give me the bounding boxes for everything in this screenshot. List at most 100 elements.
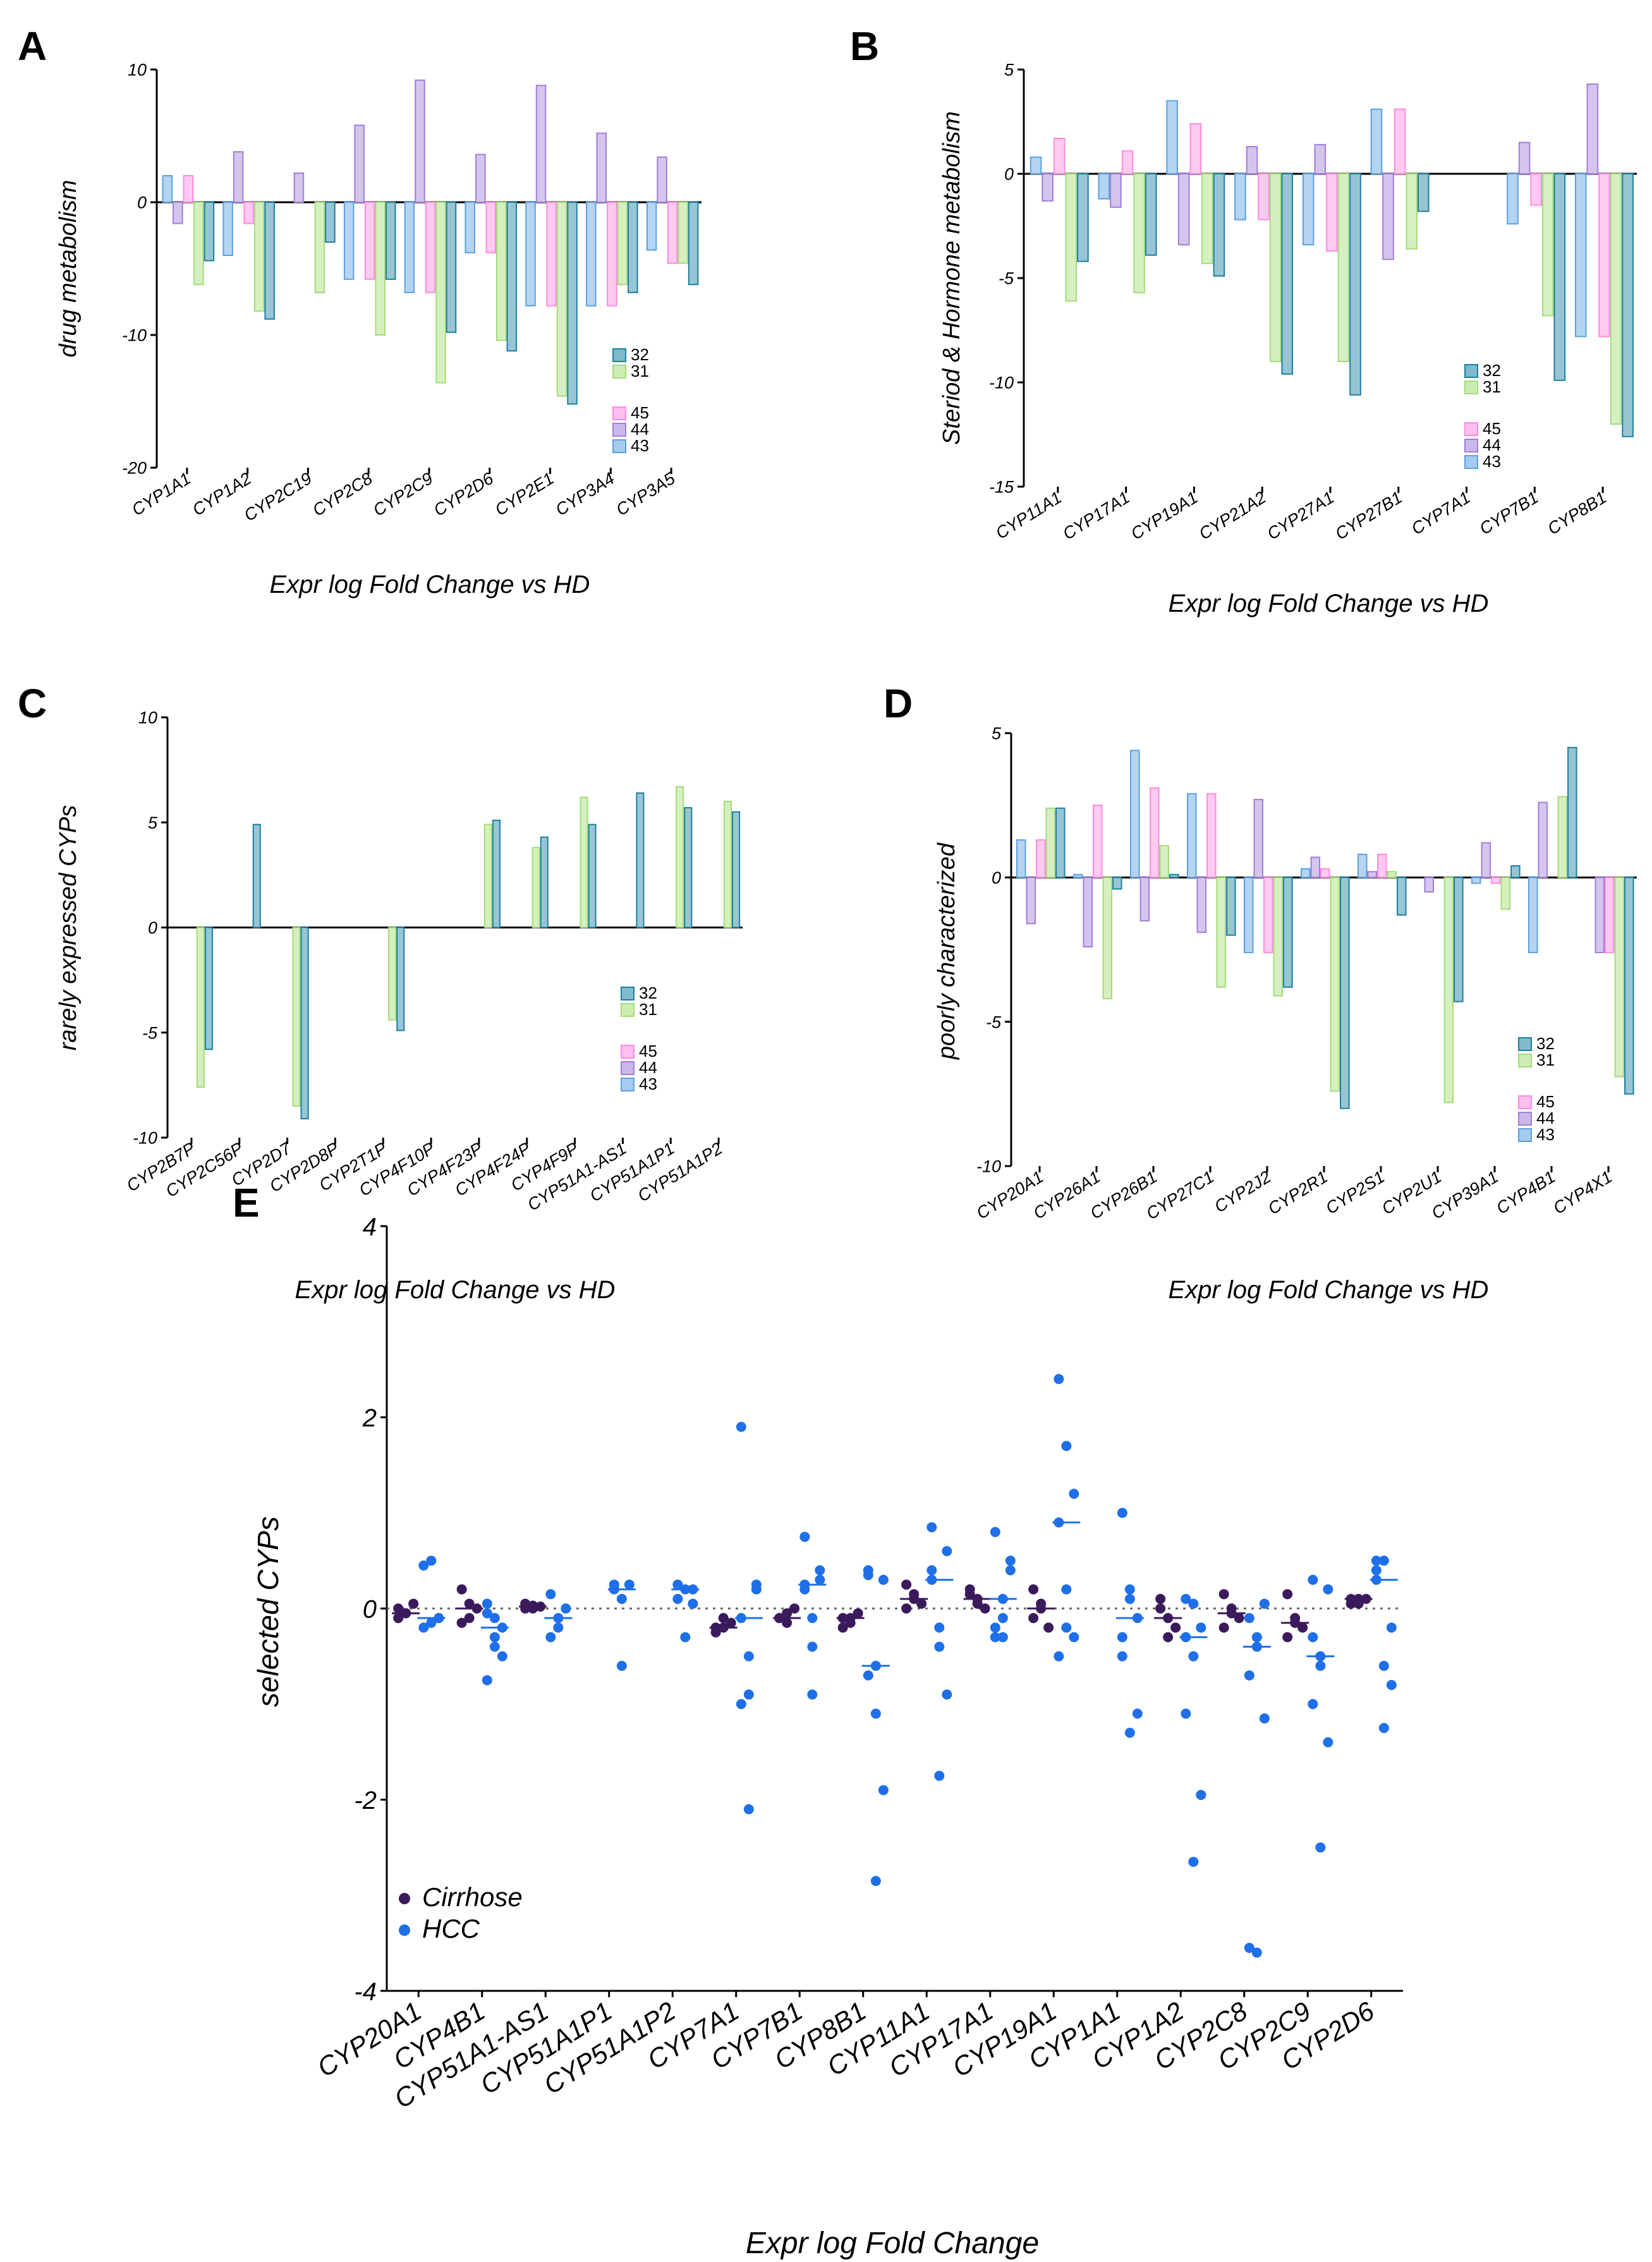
bar-32: [1283, 877, 1293, 988]
bar-43: [1471, 877, 1481, 884]
point-hcc: [807, 1613, 818, 1624]
point-hcc: [1196, 1622, 1206, 1633]
bar-43: [1302, 173, 1315, 246]
bar-43: [343, 202, 355, 280]
point-cirrhose: [964, 1589, 975, 1600]
point-hcc: [1061, 1584, 1072, 1595]
legend-label: HCC: [422, 1914, 480, 1943]
bar-45: [1036, 839, 1046, 879]
legend-label: 44: [631, 420, 649, 439]
panel-e: 420-2-4CYP20A1CYP4B1CYP51A1-AS1CYP51A1P1…: [252, 1213, 1403, 2260]
category-label: CYP2C19: [241, 469, 315, 525]
bar-31: [1387, 871, 1397, 879]
point-cirrhose: [980, 1603, 990, 1614]
bar-44: [173, 202, 183, 224]
point-cirrhose: [393, 1603, 404, 1614]
bar-32: [1169, 873, 1179, 879]
bar-31: [435, 202, 446, 384]
bar-43: [525, 202, 536, 307]
legend-label: 45: [1483, 419, 1501, 438]
category-label: CYP2R1: [1265, 1167, 1331, 1219]
panel-b: 50-5-10-15CYP11A1CYP17A1CYP19A1CYP21A2CY…: [938, 61, 1637, 617]
bar-32: [446, 202, 457, 333]
bar-32: [540, 836, 549, 928]
point-hcc: [942, 1689, 952, 1700]
panel-c: 1050-5-10CYP2B7PCYP2C56PCYP2D7CYP2D8PCYP…: [55, 708, 743, 1304]
bar-31: [1337, 173, 1350, 362]
bar-44: [1314, 143, 1327, 175]
y-axis-title: selected CYPs: [252, 1516, 284, 1707]
legend-label: 31: [1483, 377, 1501, 396]
bar-45: [1605, 877, 1615, 954]
point-hcc: [1124, 1727, 1135, 1738]
y-tick-label: -5: [986, 1012, 1002, 1031]
bar-44: [1518, 142, 1531, 174]
category-label: CYP3A5: [613, 468, 679, 520]
point-hcc: [926, 1565, 937, 1576]
bar-44: [1594, 877, 1605, 954]
point-hcc: [1315, 1660, 1326, 1671]
category-label: CYP8B1: [1545, 488, 1610, 538]
y-tick-label: -20: [122, 459, 147, 478]
bar-31: [196, 927, 205, 1088]
point-hcc: [1054, 1374, 1064, 1384]
bar-45: [1530, 173, 1542, 206]
legend-label: 44: [1536, 1109, 1555, 1128]
bar-31: [1216, 877, 1227, 988]
point-cirrhose: [1163, 1632, 1174, 1643]
legend-label: 45: [1536, 1092, 1555, 1111]
bar-31: [314, 202, 325, 293]
legend-label: 32: [631, 345, 649, 364]
legend-swatch-43: [621, 1078, 635, 1091]
bar-44: [1042, 173, 1054, 202]
bar-43: [1073, 873, 1083, 879]
bar-32: [1112, 877, 1122, 890]
bar-32: [1397, 877, 1407, 916]
point-hcc: [1132, 1708, 1143, 1719]
bar-43: [1244, 877, 1254, 954]
bar-45: [667, 202, 678, 264]
point-hcc: [1188, 1856, 1199, 1867]
y-tick-label: 4: [363, 1213, 377, 1241]
legend-label: 44: [639, 1058, 657, 1077]
category-label: CYP7B1: [1476, 488, 1542, 538]
bar-32: [325, 202, 336, 243]
point-hcc: [1124, 1593, 1135, 1604]
bar-44: [233, 151, 244, 203]
legend-swatch-45: [612, 406, 626, 420]
bar-32: [1510, 865, 1521, 879]
point-cirrhose: [901, 1579, 912, 1590]
point-cirrhose: [916, 1598, 927, 1609]
point-hcc: [1061, 1440, 1072, 1451]
point-hcc: [426, 1617, 437, 1628]
point-cirrhose: [1345, 1598, 1356, 1609]
bar-31: [676, 786, 684, 928]
point-cirrhose: [1234, 1613, 1244, 1624]
bar-45: [485, 202, 497, 253]
point-hcc: [878, 1785, 889, 1796]
bar-31: [253, 202, 265, 312]
y-tick-label: 0: [148, 918, 157, 937]
bar-31: [1065, 173, 1078, 302]
point-hcc: [680, 1632, 691, 1643]
point-cirrhose: [1218, 1622, 1229, 1633]
bar-32: [1340, 877, 1350, 1109]
category-label: CYP19A1: [1127, 488, 1201, 544]
point-cirrhose: [789, 1603, 800, 1614]
bar-43: [1098, 173, 1110, 200]
bar-31: [483, 824, 492, 928]
bar-32: [1213, 173, 1225, 277]
point-hcc: [1323, 1737, 1333, 1748]
legend-swatch-44: [621, 1061, 635, 1075]
legend-label: 43: [631, 436, 649, 455]
bar-31: [677, 202, 688, 264]
point-hcc: [1117, 1632, 1127, 1643]
legend-swatch-44: [612, 423, 626, 437]
bar-43: [1166, 100, 1178, 174]
point-cirrhose: [1028, 1584, 1039, 1595]
category-label: CYP2J2: [1211, 1167, 1274, 1217]
bar-43: [1187, 793, 1197, 879]
bar-31: [1330, 877, 1340, 1092]
point-hcc: [545, 1632, 556, 1643]
bar-32: [300, 927, 309, 1120]
